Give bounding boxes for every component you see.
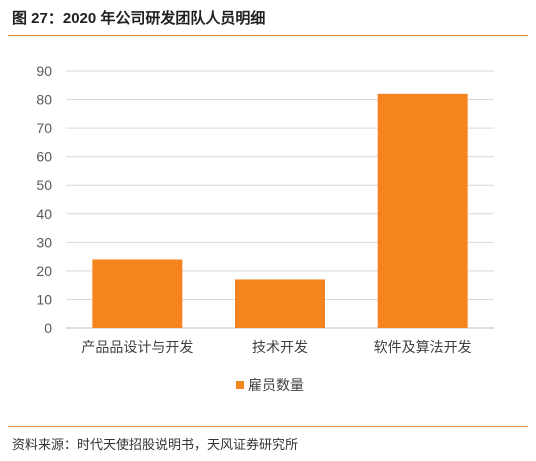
legend-label: 雇员数量 — [248, 377, 304, 393]
y-tick-label: 90 — [36, 63, 52, 79]
source-divider — [8, 426, 528, 427]
title-divider — [8, 35, 528, 36]
y-tick-label: 40 — [36, 206, 52, 222]
x-category-label: 软件及算法开发 — [374, 339, 472, 355]
y-tick-label: 60 — [36, 149, 52, 165]
y-tick-label: 50 — [36, 177, 52, 193]
bar — [235, 279, 325, 328]
bar — [92, 259, 183, 328]
y-tick-label: 0 — [44, 320, 52, 336]
x-category-label: 技术开发 — [252, 339, 308, 355]
y-tick-label: 20 — [36, 263, 52, 279]
y-tick-label: 30 — [36, 234, 52, 250]
figure-title: 图 27：2020 年公司研发团队人员明细 — [12, 10, 266, 27]
y-tick-label: 70 — [36, 120, 52, 136]
bars — [92, 93, 468, 328]
bar — [377, 93, 468, 328]
y-tick-label: 10 — [36, 291, 52, 307]
legend: 雇员数量 — [236, 377, 304, 393]
x-axis-categories: 产品品设计与开发 技术开发 软件及算法开发 — [81, 339, 471, 355]
x-category-label: 产品品设计与开发 — [81, 339, 193, 355]
y-axis-ticks: 0 10 20 30 40 50 60 70 80 90 — [36, 63, 52, 336]
y-tick-label: 80 — [36, 92, 52, 108]
source-note: 资料来源：时代天使招股说明书，天风证券研究所 — [12, 437, 299, 452]
legend-swatch — [236, 381, 244, 389]
